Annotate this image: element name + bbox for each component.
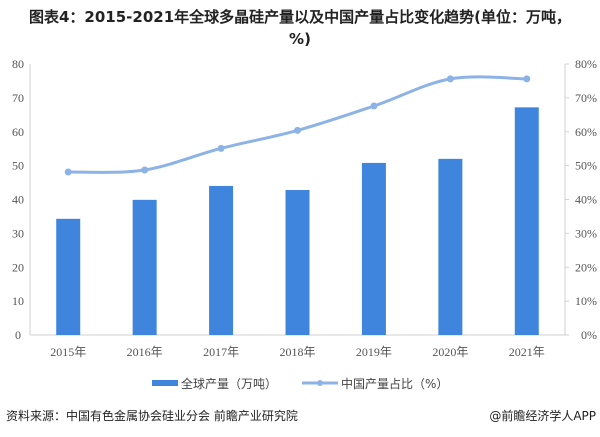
legend-label-line: 中国产量占比（%） xyxy=(341,376,448,391)
bar-2019年 xyxy=(361,162,386,335)
y-tick-label: 70 xyxy=(12,91,24,105)
x-tick-label: 2017年 xyxy=(203,345,239,359)
y2-tick-label: 10% xyxy=(575,294,597,308)
bar-2021年 xyxy=(514,107,539,335)
x-tick-label: 2019年 xyxy=(356,345,392,359)
y2-tick-label: 30% xyxy=(575,226,597,240)
legend-swatch-bar xyxy=(152,380,178,386)
y-tick-label: 0 xyxy=(15,328,21,342)
x-tick-label: 2016年 xyxy=(127,345,163,359)
bar-2018年 xyxy=(285,190,310,335)
y-tick-label: 30 xyxy=(12,226,24,240)
bar-2020年 xyxy=(438,158,463,335)
y-tick-label: 40 xyxy=(12,193,24,207)
line-series-china-share xyxy=(68,75,527,174)
y2-tick-label: 60% xyxy=(575,125,597,139)
app-credit: @前瞻经济学人APP xyxy=(489,409,596,423)
bar-2017年 xyxy=(209,185,234,335)
x-tick-label: 2015年 xyxy=(50,345,86,359)
y-tick-label: 60 xyxy=(12,125,24,139)
source-note: 资料来源：中国有色金属协会硅业分会 前瞻产业研究院 xyxy=(6,409,298,423)
line-point-2017年 xyxy=(217,144,225,152)
y-tick-label: 20 xyxy=(12,260,24,274)
y-tick-label: 50 xyxy=(12,159,24,173)
y-tick-label: 10 xyxy=(12,294,24,308)
bar-2015年 xyxy=(56,218,81,335)
x-tick-label: 2018年 xyxy=(279,345,315,359)
legend-label-bar: 全球产量（万吨） xyxy=(181,376,277,391)
y2-tick-label: 20% xyxy=(575,260,597,274)
y2-tick-label: 0% xyxy=(581,328,597,342)
x-tick-label: 2020年 xyxy=(432,345,468,359)
line-point-2020年 xyxy=(446,75,454,83)
line-point-2015年 xyxy=(64,168,72,176)
chart-title: 图表4：2015-2021年全球多晶硅产量以及中国产量占比变化趋势(单位：万吨，… xyxy=(28,8,572,48)
y-tick-label: 80 xyxy=(12,57,24,71)
legend-marker-line xyxy=(317,380,323,386)
line-point-2018年 xyxy=(294,126,301,134)
line-point-2021年 xyxy=(523,75,531,83)
x-tick-label: 2021年 xyxy=(509,345,545,359)
bar-2016年 xyxy=(132,199,157,335)
y2-tick-label: 40% xyxy=(575,193,597,207)
line-point-2019年 xyxy=(370,102,378,110)
y2-tick-label: 70% xyxy=(575,91,597,105)
y2-tick-label: 80% xyxy=(575,57,597,71)
y2-tick-label: 50% xyxy=(575,159,597,173)
line-point-2016年 xyxy=(141,166,149,174)
